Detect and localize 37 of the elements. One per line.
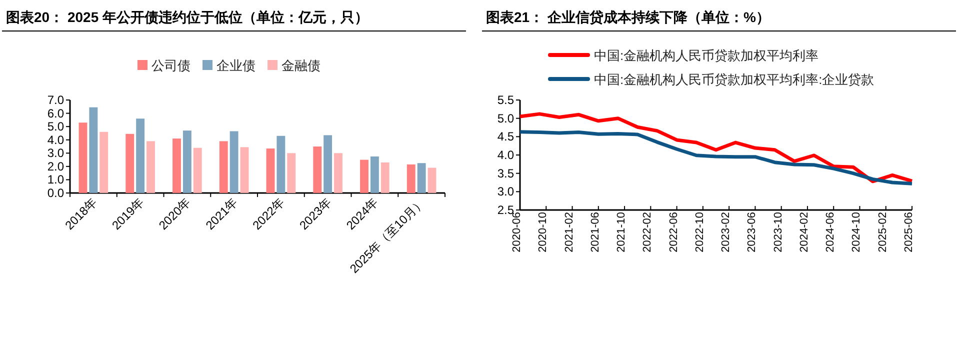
xtick: 2022-10 — [694, 212, 706, 252]
ytick: 3.0 — [47, 146, 64, 160]
ytick: 1.0 — [47, 172, 64, 187]
xtick: 2024-10 — [850, 212, 863, 252]
xtick: 2023-06 — [746, 212, 758, 252]
ytick: 3.0 — [497, 184, 514, 199]
ytick: 2.0 — [47, 159, 64, 174]
ytick: 4.5 — [497, 130, 514, 144]
ytick: 5.0 — [497, 111, 514, 126]
ytick: 3.5 — [497, 166, 514, 180]
ytick: 6.0 — [47, 106, 64, 120]
xtick: 2020-10 — [537, 212, 550, 252]
legend-item: 中国:金融机构人民币贷款加权平均利率:企业贷款 — [594, 72, 874, 87]
xtick: 2025-02 — [876, 212, 889, 252]
ytick: 0.0 — [47, 186, 64, 200]
legend-item: 中国:金融机构人民币贷款加权平均利率 — [594, 48, 819, 63]
xtick: 2021-06 — [589, 212, 602, 252]
xtick: 2025-06 — [903, 212, 915, 252]
xtick: 2023-02 — [720, 212, 732, 252]
legend-item: 公司债 — [152, 58, 190, 73]
ytick: 4.0 — [497, 148, 514, 162]
legend-item: 金融债 — [282, 58, 320, 73]
xtick: 2022-02 — [642, 212, 654, 252]
xtick: 2021-10 — [616, 212, 628, 252]
xtick: 2024-02 — [798, 212, 810, 252]
xtick: 2023-10 — [772, 212, 784, 252]
ytick: 5.5 — [497, 93, 514, 107]
title: 图表20： 2025 年公开债违约位于低位（单位：亿元，只） — [6, 9, 368, 25]
ytick: 5.0 — [47, 120, 64, 134]
xtick: 2021-02 — [563, 212, 576, 252]
xtick: 2022-06 — [668, 212, 680, 252]
title: 图表21： 企业信贷成本持续下降（单位：%） — [486, 9, 770, 25]
ytick: 7.0 — [47, 93, 64, 107]
ytick: 4.0 — [47, 132, 64, 147]
xtick: 2020-06 — [511, 212, 523, 252]
xtick: 2024-06 — [824, 212, 837, 252]
legend-item: 企业债 — [216, 58, 256, 73]
